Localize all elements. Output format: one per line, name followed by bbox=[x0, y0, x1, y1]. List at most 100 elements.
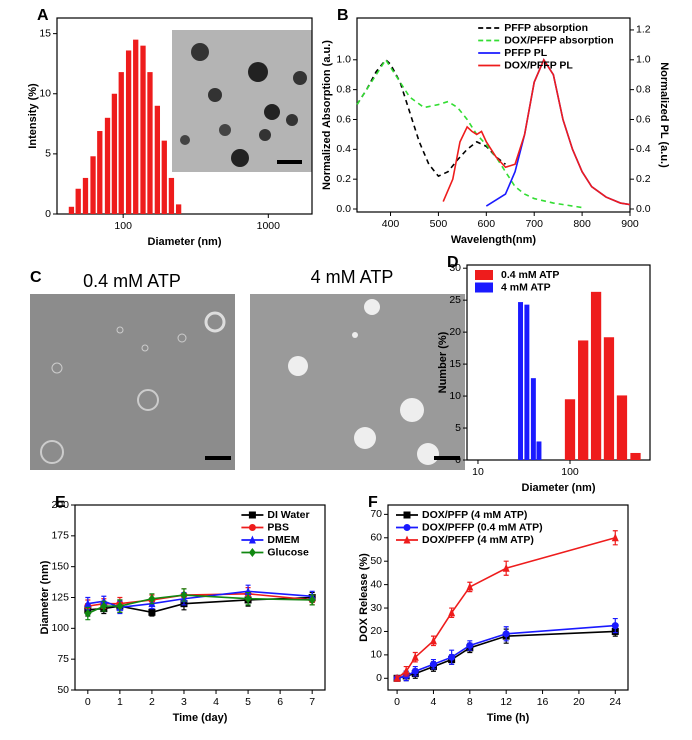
y-tick-label: 0.6 bbox=[336, 113, 351, 125]
y-axis-label: Normalized Absorption (a.u.) bbox=[321, 40, 333, 190]
panel-letter: E bbox=[55, 494, 66, 511]
marker bbox=[244, 594, 252, 604]
y-axis-label: Number (%) bbox=[437, 331, 449, 393]
panel-letter: F bbox=[368, 494, 378, 511]
bar bbox=[125, 50, 132, 214]
marker bbox=[248, 524, 256, 531]
bar bbox=[118, 72, 124, 214]
y-tick-label: 20 bbox=[370, 625, 382, 637]
marker bbox=[402, 666, 410, 675]
bar bbox=[175, 204, 182, 214]
line bbox=[485, 58, 631, 207]
y-tick-label: 75 bbox=[57, 653, 69, 665]
y-axis-label: DOX Release (%) bbox=[358, 553, 370, 642]
bar bbox=[104, 117, 111, 214]
bar bbox=[590, 291, 602, 460]
bar bbox=[536, 441, 542, 460]
tem-inset bbox=[172, 30, 312, 172]
line bbox=[396, 537, 616, 679]
y-tick-label: 15 bbox=[39, 27, 51, 39]
legend-label: DOX/PFFP (0.4 mM ATP) bbox=[422, 521, 543, 533]
marker bbox=[84, 609, 92, 619]
y-tick-label: 10 bbox=[39, 88, 51, 100]
bar bbox=[524, 304, 530, 460]
marker bbox=[403, 535, 411, 544]
bar bbox=[154, 105, 161, 214]
y-tick-label: 25 bbox=[449, 294, 461, 306]
marker bbox=[411, 652, 419, 661]
legend-label: PFFP absorption bbox=[504, 22, 588, 34]
y-tick-label: 175 bbox=[51, 530, 69, 542]
sem-image bbox=[30, 294, 235, 470]
x-tick-label: 3 bbox=[181, 696, 187, 708]
marker bbox=[248, 548, 256, 557]
y-axis-label: Intensity (%) bbox=[27, 83, 39, 149]
marker bbox=[148, 594, 156, 604]
panel-letter: B bbox=[337, 7, 349, 24]
x-tick-label: 24 bbox=[609, 696, 621, 708]
panel-letter: C bbox=[30, 269, 42, 286]
x-tick-label: 5 bbox=[245, 696, 251, 708]
y-tick-label: 5 bbox=[455, 422, 461, 434]
x-tick-label: 10 bbox=[472, 466, 484, 478]
y-tick-label: 50 bbox=[57, 684, 69, 696]
x-axis-label: Time (day) bbox=[173, 712, 228, 724]
marker bbox=[84, 599, 92, 608]
x-tick-label: 700 bbox=[525, 218, 543, 230]
bar bbox=[630, 452, 641, 460]
y-tick-label: 50 bbox=[370, 555, 382, 567]
x-tick-label: 6 bbox=[277, 696, 283, 708]
legend-label: PFFP PL bbox=[504, 47, 548, 59]
marker bbox=[248, 511, 256, 519]
x-tick-label: 0 bbox=[85, 696, 91, 708]
y-tick-label: 0.4 bbox=[336, 143, 351, 155]
line bbox=[356, 58, 583, 209]
bar bbox=[97, 131, 103, 214]
bar bbox=[68, 206, 75, 214]
x-tick-label: 100 bbox=[114, 220, 132, 232]
legend-label: DI Water bbox=[267, 509, 309, 521]
marker bbox=[448, 653, 456, 661]
bar bbox=[140, 45, 146, 215]
x-axis-label: Time (h) bbox=[487, 712, 530, 724]
x-tick-label: 900 bbox=[621, 218, 639, 230]
x-tick-label: 1000 bbox=[257, 220, 281, 232]
bar bbox=[518, 302, 524, 460]
y-tick-label: 0.8 bbox=[336, 83, 351, 95]
x-tick-label: 400 bbox=[382, 218, 400, 230]
bar bbox=[133, 39, 139, 215]
line bbox=[356, 58, 506, 178]
x-tick-label: 20 bbox=[573, 696, 585, 708]
y-tick-label: 5 bbox=[45, 148, 51, 160]
y2-tick-label: 0.4 bbox=[636, 143, 651, 155]
marker bbox=[448, 608, 456, 617]
panel-letter: D bbox=[447, 254, 459, 271]
image-label: 0.4 mM ATP bbox=[83, 271, 181, 291]
y2-tick-label: 1.0 bbox=[636, 54, 651, 66]
x-tick-label: 4 bbox=[213, 696, 219, 708]
x-tick-label: 2 bbox=[149, 696, 155, 708]
legend-label: 0.4 mM ATP bbox=[501, 269, 559, 281]
y-tick-label: 200 bbox=[51, 499, 69, 511]
bar bbox=[603, 337, 615, 460]
legend-label: PBS bbox=[267, 521, 289, 533]
bar bbox=[75, 188, 81, 214]
sem-image bbox=[250, 294, 465, 470]
image-label: 4 mM ATP bbox=[311, 267, 394, 287]
marker bbox=[429, 636, 437, 645]
marker bbox=[248, 535, 256, 544]
y-tick-label: 10 bbox=[370, 649, 382, 661]
bar bbox=[578, 340, 589, 460]
line bbox=[442, 58, 631, 206]
marker bbox=[411, 667, 419, 675]
bar bbox=[161, 140, 167, 214]
x-tick-label: 800 bbox=[573, 218, 591, 230]
x-tick-label: 600 bbox=[478, 218, 496, 230]
marker bbox=[429, 660, 437, 668]
y-tick-label: 125 bbox=[51, 591, 69, 603]
y2-tick-label: 0.0 bbox=[636, 203, 651, 215]
marker bbox=[180, 590, 188, 600]
y2-tick-label: 0.8 bbox=[636, 83, 651, 95]
legend-label: DOX/PFFP (4 mM ATP) bbox=[422, 534, 534, 546]
